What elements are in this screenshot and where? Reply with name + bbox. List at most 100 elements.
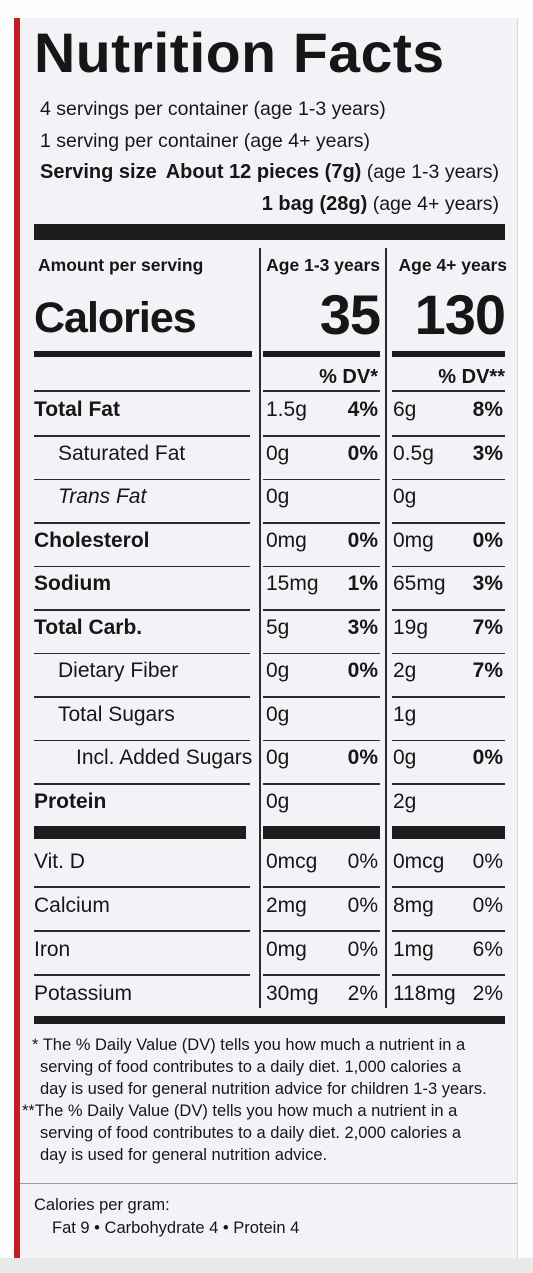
row-rule-left [34, 696, 250, 698]
serving-size-1-age: (age 1-3 years) [366, 161, 499, 183]
amount-age-4-plus: 6g [393, 398, 417, 421]
thick-rule-vitamins-right [392, 826, 505, 839]
dv-age-1-3: 3% [347, 615, 378, 639]
row-rule-right [392, 783, 505, 785]
calories-per-gram-values: Fat 9 • Carbohydrate 4 • Protein 4 [52, 1219, 300, 1237]
amount-per-serving-label: Amount per serving [38, 255, 204, 275]
amount-age-4-plus: 0g [393, 746, 417, 769]
amount-age-1-3: 1.5g [266, 398, 307, 421]
amount-age-1-3: 0g [266, 746, 290, 769]
amount-age-4-plus: 0mg [393, 528, 434, 552]
dv-age-4-plus: 3% [472, 572, 503, 595]
amount-age-4-plus: 2g [393, 789, 417, 813]
vitamin-dv-age-4-plus: 2% [472, 982, 503, 1005]
nutrient-label: Sodium [34, 572, 111, 595]
row-rule-mid [263, 696, 380, 698]
nutrient-label: Saturated Fat [58, 441, 186, 465]
amount-age-4-plus: 0.5g [393, 441, 434, 465]
amount-age-1-3: 5g [266, 615, 290, 639]
vitamin-dv-age-4-plus: 0% [472, 894, 503, 917]
row-rule-right [392, 739, 505, 741]
dv-age-1-3: 1% [347, 572, 378, 595]
row-rule-left [34, 522, 250, 524]
row-rule-mid [263, 609, 380, 611]
serving-size-2: 1 bag (28g) (age 4+ years) [262, 193, 499, 216]
nutrient-label: Total Sugars [58, 702, 175, 726]
footnote-2-line-1: **The % Daily Value (DV) tells you how m… [22, 1102, 458, 1120]
row-rule-right [392, 522, 505, 524]
amount-age-4-plus: 2g [393, 659, 417, 682]
row-rule-right [392, 696, 505, 698]
nutrient-label: Protein [34, 789, 107, 813]
amount-age-4-plus: 1g [393, 702, 417, 726]
serving-size-1-amount: About 12 pieces (7g) [165, 161, 362, 183]
row-rule-left [34, 565, 250, 567]
dv-age-1-3: 0% [347, 528, 378, 552]
row-rule-right [392, 390, 505, 392]
row-rule-mid [263, 974, 380, 976]
calories-rule-mid [263, 351, 380, 357]
row-rule-mid [263, 435, 380, 437]
thick-rule-vitamins-left [34, 826, 246, 839]
dv-age-4-plus: 7% [472, 659, 503, 682]
calories-rule-right [392, 351, 505, 357]
vitamin-dv-age-1-3: 0% [347, 850, 378, 873]
serving-size-2-amount: 1 bag (28g) [261, 193, 368, 215]
column-divider-1 [259, 248, 261, 1008]
row-rule-right [392, 930, 505, 932]
row-rule-mid [263, 478, 380, 480]
footnote-1-line-2: serving of food contributes to a daily d… [40, 1058, 461, 1076]
row-rule-mid [263, 739, 380, 741]
thick-rule-bottom [34, 1016, 505, 1024]
dv-age-1-3: 0% [347, 659, 378, 682]
calories-age-1-3: 35 [319, 283, 381, 346]
row-rule-mid [263, 886, 380, 888]
dv-header-age-1-3: % DV* [319, 366, 378, 388]
amount-age-1-3: 0g [266, 789, 290, 813]
vitamin-amount-age-1-3: 0mcg [266, 850, 318, 873]
vitamin-amount-age-1-3: 2mg [266, 894, 307, 917]
servings-line-1: 4 servings per container (age 1-3 years) [40, 98, 386, 120]
dv-age-4-plus: 8% [472, 398, 503, 421]
calories-per-gram-label: Calories per gram: [34, 1196, 170, 1214]
amount-age-4-plus: 19g [393, 615, 429, 639]
amount-age-4-plus: 65mg [393, 572, 446, 595]
amount-age-1-3: 0g [266, 441, 290, 465]
vitamin-amount-age-1-3: 30mg [266, 982, 319, 1005]
row-rule-left [34, 783, 250, 785]
amount-age-1-3: 0g [266, 659, 290, 682]
nutrient-label: Incl. Added Sugars [76, 746, 253, 769]
vitamin-label: Potassium [34, 982, 133, 1005]
column-header-age-4-plus: Age 4+ years [398, 255, 507, 275]
row-rule-left [34, 739, 250, 741]
footnote-1-line-1: * The % Daily Value (DV) tells you how m… [32, 1036, 466, 1054]
vitamin-dv-age-4-plus: 6% [472, 938, 503, 961]
vitamin-label: Vit. D [34, 850, 85, 873]
amount-age-1-3: 0g [266, 485, 290, 508]
row-rule-mid [263, 652, 380, 654]
thick-rule-top [34, 224, 505, 240]
row-rule-left [34, 886, 250, 888]
amount-age-4-plus: 0g [393, 485, 417, 508]
serving-size-1: About 12 pieces (7g) (age 1-3 years) [166, 161, 499, 184]
nutrient-label: Total Fat [34, 398, 120, 421]
row-rule-right [392, 609, 505, 611]
package-red-edge [14, 18, 20, 1258]
dv-age-4-plus: 7% [472, 615, 503, 639]
package-shadow [0, 1258, 533, 1273]
row-rule-left [34, 974, 250, 976]
row-rule-right [392, 435, 505, 437]
vitamin-label: Calcium [34, 894, 110, 917]
row-rule-mid [263, 390, 380, 392]
amount-age-1-3: 0g [266, 702, 290, 726]
row-rule-mid [263, 783, 380, 785]
serving-size-2-age: (age 4+ years) [372, 193, 499, 215]
calories-age-4-plus: 130 [414, 283, 506, 346]
nutrient-label: Dietary Fiber [58, 659, 179, 682]
nutrient-label: Total Carb. [34, 615, 143, 639]
footnote-2-line-3: day is used for general nutrition advice… [40, 1146, 328, 1164]
row-rule-left [34, 930, 250, 932]
vitamin-amount-age-4-plus: 118mg [393, 982, 456, 1005]
calories-rule-left [34, 351, 252, 357]
row-rule-left [34, 652, 250, 654]
